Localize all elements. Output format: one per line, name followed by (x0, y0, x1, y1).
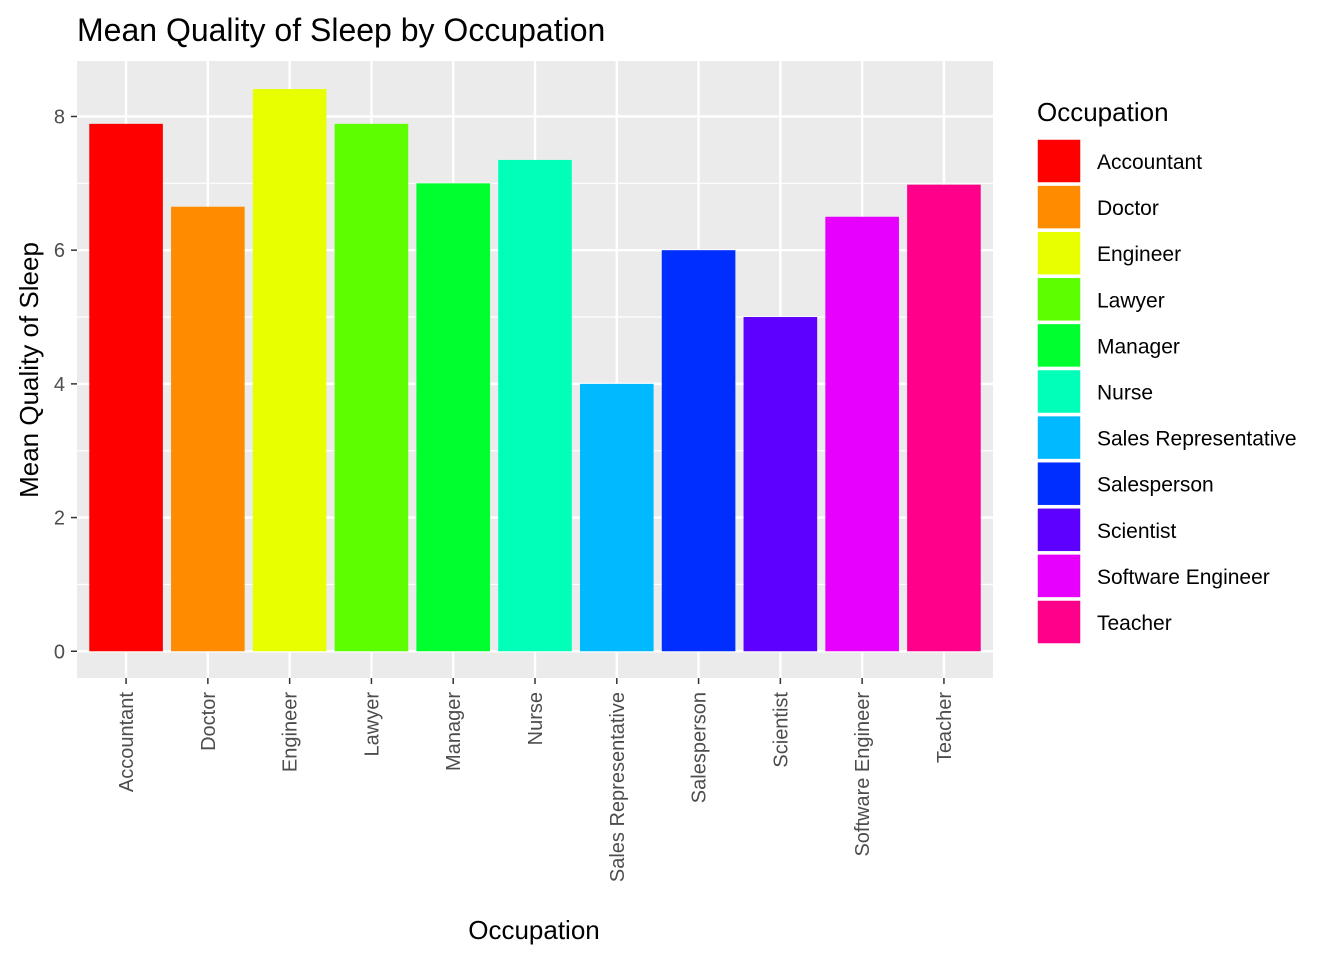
legend-label: Engineer (1097, 243, 1181, 266)
bar-scientist (743, 317, 818, 652)
legend-swatch (1036, 322, 1082, 369)
x-tick-label: Salesperson (689, 692, 711, 803)
legend-label: Accountant (1097, 151, 1202, 174)
legend-swatch (1036, 553, 1082, 599)
legend-swatch (1036, 368, 1082, 415)
y-tick-label: 6 (54, 240, 65, 262)
legend-swatch (1036, 184, 1082, 230)
legend-label: Manager (1097, 335, 1180, 358)
bar-engineer (252, 89, 327, 652)
y-axis-title: Mean Quality of Sleep (14, 242, 44, 498)
x-tick-label: Lawyer (361, 692, 383, 757)
legend: Occupation Accountant Doctor Engineer Lawye… (1036, 97, 1297, 645)
bar-sales-representative (579, 383, 654, 652)
bar-salesperson (661, 250, 736, 652)
legend-swatch (1036, 230, 1082, 276)
y-tick-label: 8 (54, 106, 65, 128)
bar-software-engineer (825, 216, 899, 652)
bar-nurse (498, 159, 572, 652)
y-tick-label: 0 (54, 641, 65, 663)
x-axis-title: Occupation (468, 915, 600, 945)
legend-label: Nurse (1097, 382, 1153, 405)
y-tick-label: 4 (54, 374, 65, 396)
x-tick-label: Nurse (525, 692, 547, 745)
bar-manager (416, 183, 491, 652)
x-tick-label: Engineer (280, 692, 302, 772)
x-tick-label: Accountant (116, 692, 138, 793)
legend-label: Salesperson (1097, 474, 1214, 497)
x-tick-label: Scientist (770, 692, 792, 768)
bar-accountant (89, 123, 163, 652)
legend-label: Doctor (1097, 197, 1159, 220)
legend-label: Lawyer (1097, 289, 1165, 312)
legend-swatch (1036, 507, 1082, 553)
bar-doctor (171, 206, 245, 652)
legend-swatch (1036, 414, 1082, 461)
legend-swatch (1036, 460, 1082, 507)
legend-swatch (1036, 599, 1082, 645)
x-tick-label: Teacher (934, 692, 956, 763)
legend-swatch (1036, 138, 1082, 184)
x-tick-label: Manager (443, 692, 465, 771)
legend-label: Software Engineer (1097, 566, 1270, 589)
x-tick-label: Sales Representative (607, 692, 629, 882)
y-axis: 0 2 4 6 8 (54, 106, 77, 663)
x-axis: Accountant Doctor Engineer Lawyer Manager Nur… (116, 678, 956, 882)
legend-label: Teacher (1097, 612, 1172, 635)
legend-label: Sales Representative (1097, 428, 1297, 451)
chart-title: Mean Quality of Sleep by Occupation (77, 12, 605, 48)
x-tick-label: Software Engineer (852, 692, 874, 857)
x-tick-label: Doctor (198, 692, 220, 751)
legend-label: Scientist (1097, 520, 1177, 543)
bar-teacher (907, 184, 981, 652)
bars-group (89, 89, 981, 652)
legend-swatch (1036, 276, 1082, 323)
y-tick-label: 2 (54, 508, 65, 530)
bar-lawyer (334, 123, 409, 652)
legend-title: Occupation (1037, 97, 1169, 127)
